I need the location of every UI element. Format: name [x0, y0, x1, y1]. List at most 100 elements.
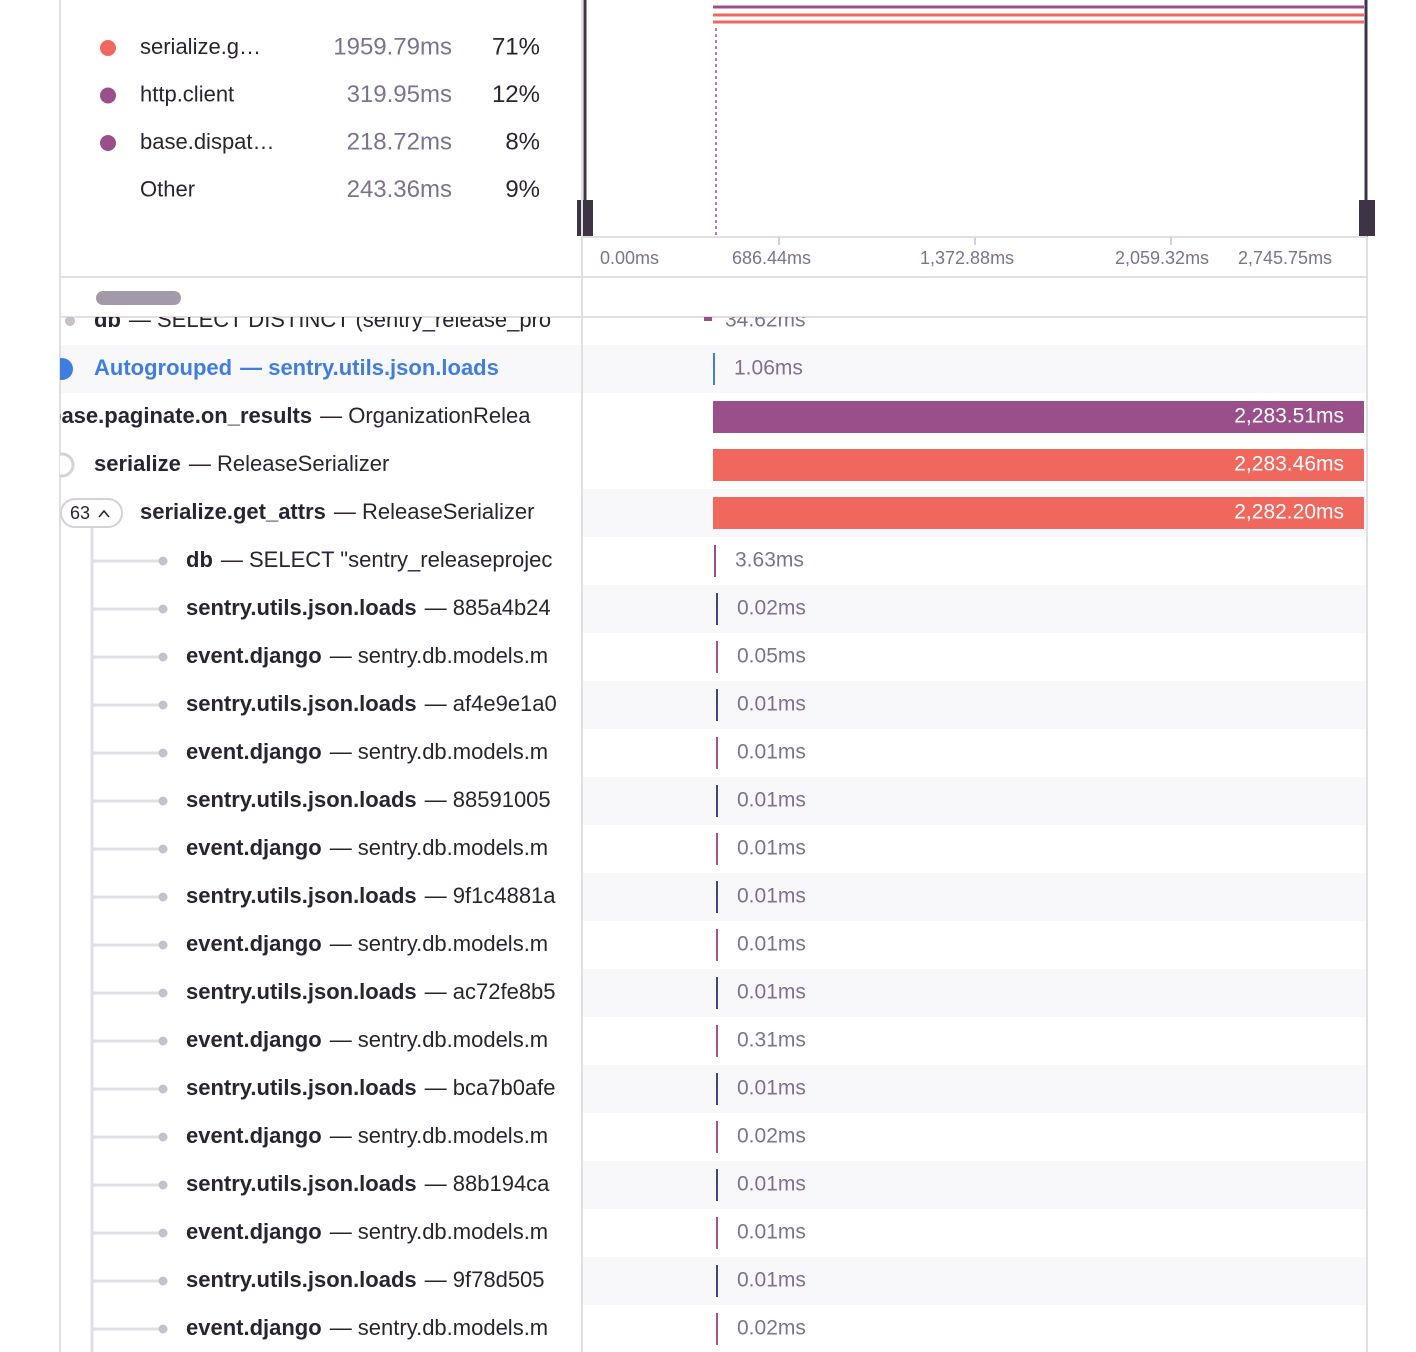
span-op: sentry.utils.json.loads: [186, 691, 417, 716]
span-description: — sentry.db.models.m: [330, 1123, 548, 1148]
span-label[interactable]: serialize — ReleaseSerializer: [94, 451, 389, 476]
span-description: — bca7b0afe: [425, 1075, 556, 1100]
tree-node: [158, 1036, 168, 1046]
row-stripe: [583, 681, 1366, 729]
dividers: [59, 0, 1368, 1352]
span-bar: [716, 1169, 718, 1201]
span-duration: 0.02ms: [737, 1317, 806, 1340]
span-op: sentry.utils.json.loads: [186, 1075, 417, 1100]
span-duration: 0.02ms: [737, 597, 806, 620]
time-axis: 0.00ms 686.44ms 1,372.88ms 2,059.32ms 2,745.…: [600, 237, 1332, 268]
span-op: event.django: [186, 1315, 322, 1340]
span-label[interactable]: sentry.utils.json.loads — 88591005: [186, 787, 551, 812]
span-description: — 88b194ca: [425, 1171, 551, 1196]
span-duration: 0.01ms: [737, 1221, 806, 1244]
span-bar: [716, 593, 718, 625]
span-label[interactable]: serialize.get_attrs — ReleaseSerializer: [140, 499, 534, 524]
tree-node: [158, 892, 168, 902]
span-label[interactable]: sentry.utils.json.loads — ac72fe8b5: [186, 979, 556, 1004]
legend-name: Other: [140, 176, 195, 201]
row-stripe: [583, 1257, 1366, 1305]
span-op: event.django: [186, 1123, 322, 1148]
legend-percent: 9%: [505, 176, 540, 203]
tree-node: [158, 1180, 168, 1190]
span-duration: 34.62ms: [725, 309, 806, 332]
row-stripe: [583, 873, 1366, 921]
span-description: — SELECT "sentry_releaseprojec: [221, 547, 552, 572]
span-description: — sentry.db.models.m: [330, 643, 548, 668]
axis-label: 0.00ms: [600, 248, 659, 268]
span-label[interactable]: event.django — sentry.db.models.m: [186, 931, 548, 956]
tree-node: [158, 1324, 168, 1334]
row-stripe: [583, 777, 1366, 825]
span-label[interactable]: event.django — sentry.db.models.m: [186, 643, 548, 668]
span-op: serialize.get_attrs: [140, 499, 326, 524]
span-label[interactable]: event.django — sentry.db.models.m: [186, 835, 548, 860]
span-duration: 3.63ms: [735, 549, 804, 572]
span-op: event.django: [186, 835, 322, 860]
backgrounds: [61, 345, 1366, 1305]
span-label[interactable]: db — SELECT DISTINCT (sentry_release_pro: [94, 307, 551, 332]
span-description: — af4e9e1a0: [425, 691, 557, 716]
span-description: — 885a4b24: [425, 595, 551, 620]
scrollbar[interactable]: [96, 291, 181, 305]
axis-label: 2,059.32ms: [1115, 248, 1209, 268]
span-description: — sentry.db.models.m: [330, 1219, 548, 1244]
span-description: — ReleaseSerializer: [334, 499, 535, 524]
span-bar: [713, 449, 1364, 481]
span-description: — sentry.db.models.m: [330, 931, 548, 956]
span-label[interactable]: Autogrouped — sentry.utils.json.loads: [94, 355, 499, 380]
span-duration: 0.01ms: [737, 885, 806, 908]
span-op: sentry.utils.json.loads: [186, 1171, 417, 1196]
span-op: event.django: [186, 1027, 322, 1052]
span-label[interactable]: sentry.utils.json.loads — 9f1c4881a: [186, 883, 556, 908]
span-description: — sentry.db.models.m: [330, 1315, 548, 1340]
span-duration: 0.02ms: [737, 1125, 806, 1148]
window-handle[interactable]: [577, 200, 593, 236]
span-label[interactable]: db — SELECT "sentry_releaseprojec: [186, 547, 552, 572]
legend-duration: 218.72ms: [347, 128, 452, 155]
legend-duration: 243.36ms: [347, 176, 452, 203]
span-duration: 2,283.51ms: [1234, 405, 1344, 428]
legend-duration: 1959.79ms: [333, 33, 452, 60]
span-duration: 0.01ms: [737, 789, 806, 812]
span-bar: [716, 689, 718, 721]
tree-node: [158, 652, 168, 662]
span-bar: [716, 1313, 718, 1345]
span-label[interactable]: sentry.utils.json.loads — af4e9e1a0: [186, 691, 557, 716]
span-op: event.django: [186, 643, 322, 668]
span-duration: 0.01ms: [737, 693, 806, 716]
span-label[interactable]: event.django — sentry.db.models.m: [186, 1315, 548, 1340]
tree-node: [158, 988, 168, 998]
span-description: — 9f78d505: [425, 1267, 545, 1292]
span-bar: [714, 545, 716, 577]
span-label[interactable]: base.paginate.on_results — OrganizationRe…: [48, 403, 531, 428]
span-label[interactable]: sentry.utils.json.loads — 9f78d505: [186, 1267, 545, 1292]
tree-node: [158, 1084, 168, 1094]
span-description: — ReleaseSerializer: [189, 451, 390, 476]
tree-node: [158, 700, 168, 710]
row-stripe: [583, 345, 1366, 393]
span-duration: 0.01ms: [737, 933, 806, 956]
span-label[interactable]: event.django — sentry.db.models.m: [186, 1219, 548, 1244]
span-label[interactable]: sentry.utils.json.loads — 88b194ca: [186, 1171, 550, 1196]
span-label[interactable]: event.django — sentry.db.models.m: [186, 1027, 548, 1052]
row-stripe: [583, 1161, 1366, 1209]
axis-label: 2,745.75ms: [1238, 248, 1332, 268]
legend-percent: 12%: [492, 81, 540, 108]
span-op: sentry.utils.json.loads: [186, 1267, 417, 1292]
span-label[interactable]: sentry.utils.json.loads — 885a4b24: [186, 595, 551, 620]
span-label[interactable]: event.django — sentry.db.models.m: [186, 1123, 548, 1148]
span-bar: [713, 353, 715, 385]
legend: serialize.g… 1959.79ms 71% http.client 319.9…: [100, 33, 540, 203]
span-label[interactable]: event.django — sentry.db.models.m: [186, 739, 548, 764]
collapse-badge[interactable]: [60, 498, 123, 528]
window-handle[interactable]: [1359, 200, 1375, 236]
span-op: sentry.utils.json.loads: [186, 595, 417, 620]
span-label[interactable]: sentry.utils.json.loads — bca7b0afe: [186, 1075, 556, 1100]
span-op: sentry.utils.json.loads: [186, 883, 417, 908]
span-bar: [716, 1217, 718, 1249]
chevron: [98, 509, 110, 518]
span-duration: 2,282.20ms: [1234, 501, 1344, 524]
